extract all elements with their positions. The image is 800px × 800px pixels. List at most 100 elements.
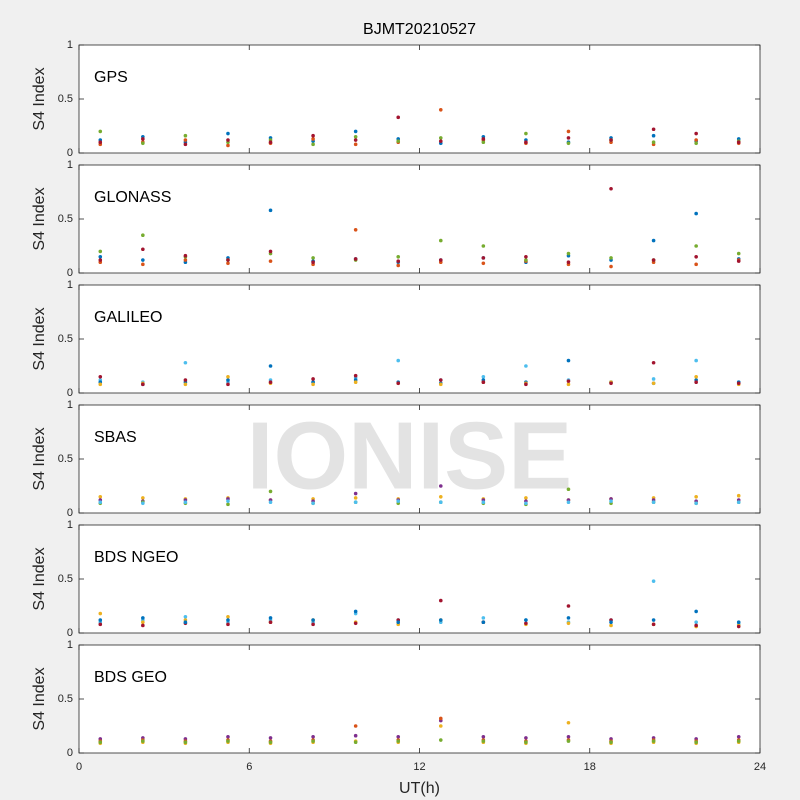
point [524,382,528,387]
point [141,623,145,628]
point [268,140,273,144]
x-axis-label: UT(h) [399,780,440,797]
x-tick-label: 0 [76,761,82,773]
point [566,739,571,743]
point [353,129,358,134]
point [98,500,103,505]
y-tick-label: 0.5 [58,213,73,225]
point [524,140,528,144]
x-tick-label: 24 [754,761,766,773]
y-tick-label: 1 [67,519,73,531]
point [651,622,656,627]
y-tick-label: 1 [67,279,73,291]
x-tick-label: 18 [584,761,596,773]
y-tick-label: 0 [67,507,73,519]
point [566,382,571,387]
point [438,618,443,622]
axes-box [78,164,761,274]
point [438,139,443,143]
y-tick-label: 0.5 [58,333,73,345]
axes-box [78,524,761,634]
y-axis-label: S4 Index [31,427,48,490]
point [353,733,358,738]
point [651,258,656,262]
point [311,735,315,739]
point [524,618,528,622]
x-tick-label: 6 [246,761,252,773]
point [141,247,145,252]
point [226,622,230,627]
point [736,500,741,505]
point [226,375,230,379]
point [98,495,103,499]
point [183,360,188,365]
point [183,615,188,619]
point [481,256,486,260]
point [566,616,571,620]
point [311,142,315,147]
point [651,238,656,243]
y-tick-label: 0.5 [58,693,73,705]
point [396,254,401,259]
point [268,736,273,740]
point [438,716,443,721]
point [396,499,401,503]
axes-box [78,284,761,394]
point [481,375,486,379]
point [353,138,358,142]
point [311,618,315,622]
point [353,373,358,378]
y-axis-label: S4 Index [31,667,48,730]
point [481,500,486,505]
point [524,736,528,740]
point [651,140,656,144]
point [268,364,273,368]
point [438,258,443,262]
point [353,491,358,496]
point [268,380,273,385]
point [183,258,188,262]
point [353,724,358,728]
point [98,622,103,627]
point [736,620,741,624]
point [311,622,315,627]
point [524,621,528,626]
point [651,500,656,505]
point [268,249,273,254]
point [353,228,358,232]
point [396,115,401,120]
point [566,604,571,608]
point [183,500,188,505]
point [353,609,358,614]
point [524,364,528,368]
point [566,251,571,256]
point [268,500,273,505]
point [311,137,315,141]
point [268,740,273,744]
point [609,381,613,386]
point [609,740,613,744]
point [438,598,443,603]
point [481,140,486,144]
point [268,259,273,263]
point [736,493,741,498]
point [396,739,401,743]
point [311,377,315,381]
point [736,140,741,144]
axes-box [78,404,761,514]
point [226,615,230,619]
point [98,618,103,622]
point [311,382,315,387]
point [651,360,656,365]
point [98,140,103,144]
point [396,381,401,386]
point [481,616,486,620]
point [396,139,401,143]
point [183,253,188,258]
point [141,739,145,743]
point [268,208,273,213]
point [141,382,145,387]
point [694,623,698,628]
